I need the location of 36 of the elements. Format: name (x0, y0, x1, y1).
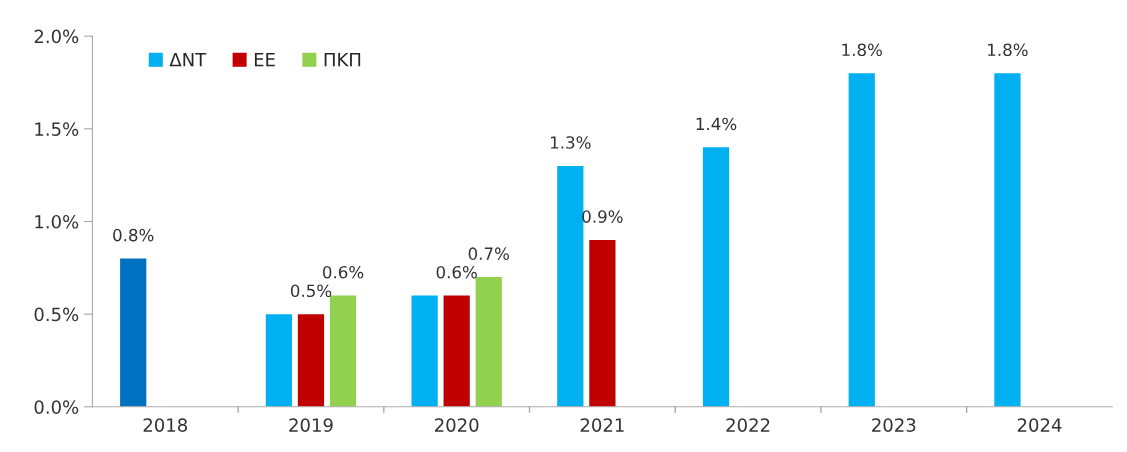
y-tick-label: 1.0% (35, 214, 79, 229)
data-label: 0.6% (436, 265, 477, 279)
bar (120, 258, 147, 407)
y-tick-label: 2.0% (34, 29, 79, 44)
data-label: 1.8% (842, 43, 882, 57)
y-tick-label: 0.0% (34, 400, 79, 414)
legend-label: ΠΚΠ (324, 52, 361, 67)
bar (443, 295, 470, 407)
x-tick-label: 2019 (289, 418, 333, 432)
legend-label: ΕΕ (254, 52, 275, 67)
data-label: 0.7% (468, 247, 509, 260)
data-label: 1.4% (696, 117, 737, 131)
data-label: 0.6% (322, 265, 364, 279)
bar (265, 314, 293, 407)
x-tick-label: 2023 (872, 418, 916, 432)
x-tick-label: 2022 (726, 418, 770, 432)
data-label: 1.3% (550, 136, 591, 149)
x-tick-label: 2018 (143, 418, 188, 432)
data-label: 1.8% (988, 43, 1028, 57)
y-tick-label: 1.5% (35, 122, 79, 136)
bar (848, 73, 875, 407)
bar (589, 240, 616, 407)
bar (994, 73, 1021, 407)
legend-label: ΔΝΤ (169, 52, 207, 67)
bar (557, 165, 584, 407)
data-label: 0.5% (290, 284, 332, 298)
bar (475, 277, 502, 407)
x-tick-label: 2024 (1017, 418, 1062, 432)
data-label: 0.8% (113, 228, 154, 242)
bar (411, 295, 438, 407)
bar (702, 147, 730, 407)
bar (329, 295, 357, 407)
y-tick-label: 0.5% (34, 307, 79, 322)
x-tick-label: 2021 (580, 418, 624, 432)
x-tick-label: 2020 (435, 418, 479, 432)
bar (297, 314, 325, 407)
